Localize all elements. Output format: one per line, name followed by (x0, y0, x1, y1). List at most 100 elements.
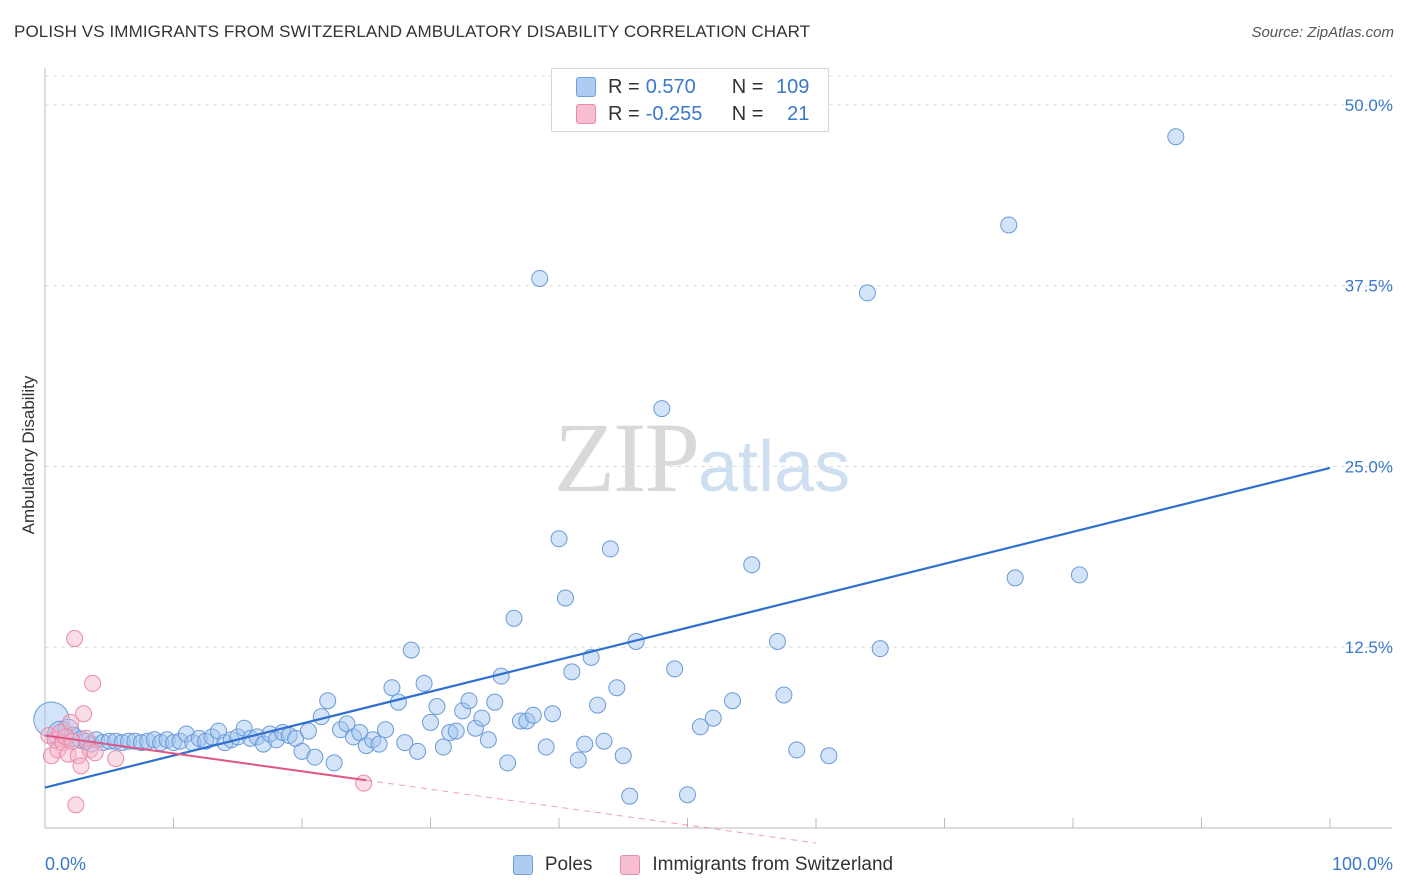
swiss-point (355, 774, 373, 792)
poles-point (608, 679, 626, 697)
poles-point (254, 735, 272, 753)
poles-point (235, 719, 253, 737)
poles-point (299, 722, 317, 740)
poles-point (434, 738, 452, 756)
swiss-point (62, 713, 80, 731)
poles-point (576, 735, 594, 753)
swiss-point (66, 630, 84, 648)
poles-point (723, 692, 741, 710)
poles-point (743, 556, 761, 574)
legend-swatch-swiss (576, 104, 596, 124)
poles-point (370, 735, 388, 753)
poles-point (1070, 566, 1088, 584)
watermark-atlas: atlas (698, 427, 851, 507)
swiss-point (86, 744, 104, 762)
poles-point (422, 713, 439, 731)
poles-point (524, 706, 542, 724)
source-credit: Source: ZipAtlas.com (1251, 24, 1394, 41)
y-tick-label: 25.0% (1345, 457, 1393, 476)
poles-point (171, 732, 189, 750)
poles-point (621, 787, 639, 805)
poles-point (601, 540, 619, 558)
poles-point (377, 721, 395, 739)
poles-point (499, 754, 517, 772)
legend-n-value: 109 (776, 75, 810, 98)
poles-point (563, 663, 581, 681)
watermark-zip: ZIP (554, 402, 700, 513)
poles-point (132, 734, 150, 752)
legend-row-poles: R = 0.570 N = 109 (576, 75, 809, 99)
poles-point (447, 722, 465, 740)
legend-row-swiss: R = -0.255 N = 21 (576, 102, 809, 126)
poles-point (319, 692, 337, 710)
x-tick-label: 100.0% (1332, 854, 1393, 874)
swiss-trendline-extension (366, 779, 817, 844)
legend-item-swiss[interactable]: Immigrants from Switzerland (620, 854, 893, 876)
poles-point (441, 724, 459, 742)
poles-point (396, 734, 414, 752)
poles-point (460, 692, 478, 710)
legend-swatch-swiss (620, 855, 641, 875)
y-tick-label: 50.0% (1345, 96, 1393, 115)
poles-point (415, 674, 433, 692)
y-axis-title: Ambulatory Disability (19, 375, 38, 534)
poles-point (691, 718, 709, 736)
poles-point (306, 748, 324, 766)
poles-point (357, 737, 375, 755)
poles-point (531, 269, 549, 287)
poles-point (267, 731, 285, 749)
poles-trendline (44, 466, 1331, 789)
poles-point (505, 609, 523, 627)
poles-point (177, 725, 195, 743)
legend-n-value: 21 (787, 102, 810, 125)
legend-swatch-poles (576, 77, 596, 97)
poles-point (389, 693, 407, 711)
swiss-point (63, 732, 81, 750)
poles-point (550, 530, 568, 548)
swiss-point (84, 674, 102, 692)
poles-point (871, 640, 889, 658)
poles-point (858, 284, 876, 302)
x-tick-label: 0.0% (45, 854, 86, 874)
chart-title: POLISH VS IMMIGRANTS FROM SWITZERLAND AM… (14, 22, 811, 41)
legend-swatch-poles (512, 855, 533, 875)
legend-r-label: R = (608, 75, 640, 98)
poles-point (537, 738, 555, 756)
poles-point (569, 751, 587, 769)
poles-point (1167, 128, 1185, 146)
poles-point (518, 712, 536, 730)
legend-r-value: -0.255 (645, 102, 703, 125)
poles-point (428, 698, 446, 716)
poles-point (595, 732, 613, 750)
poles-point (666, 660, 684, 678)
legend-n-label: N = (731, 102, 764, 125)
poles-point (788, 741, 806, 759)
y-tick-label: 12.5% (1345, 638, 1393, 657)
poles-point (332, 721, 350, 739)
swiss-point (42, 747, 60, 765)
swiss-point (107, 750, 125, 768)
swiss-point (67, 796, 85, 814)
poles-point (479, 731, 497, 749)
legend-r-value: 0.570 (645, 75, 696, 98)
poles-point (1006, 569, 1024, 587)
swiss-point (72, 757, 90, 775)
legend-n-label: N = (731, 75, 764, 98)
legend-r-label: R = (608, 102, 640, 125)
swiss-trendline (44, 734, 367, 782)
poles-point (383, 679, 401, 697)
legend-item-poles[interactable]: Poles (512, 854, 593, 876)
poles-point (126, 732, 144, 750)
watermark: ZIPatlas (554, 400, 850, 515)
poles-point (768, 632, 786, 650)
poles-point (120, 732, 138, 750)
legend-label-swiss: Immigrants from Switzerland (652, 854, 894, 875)
poles-point (679, 786, 696, 804)
correlation-legend: R = 0.570 N = 109 R = -0.255 N = 21 (551, 68, 829, 132)
poles-point (325, 754, 343, 772)
poles-point (473, 709, 491, 727)
legend-label-poles: Poles (544, 854, 593, 875)
poles-point (454, 702, 472, 720)
poles-point (544, 705, 562, 723)
poles-point (653, 400, 671, 418)
